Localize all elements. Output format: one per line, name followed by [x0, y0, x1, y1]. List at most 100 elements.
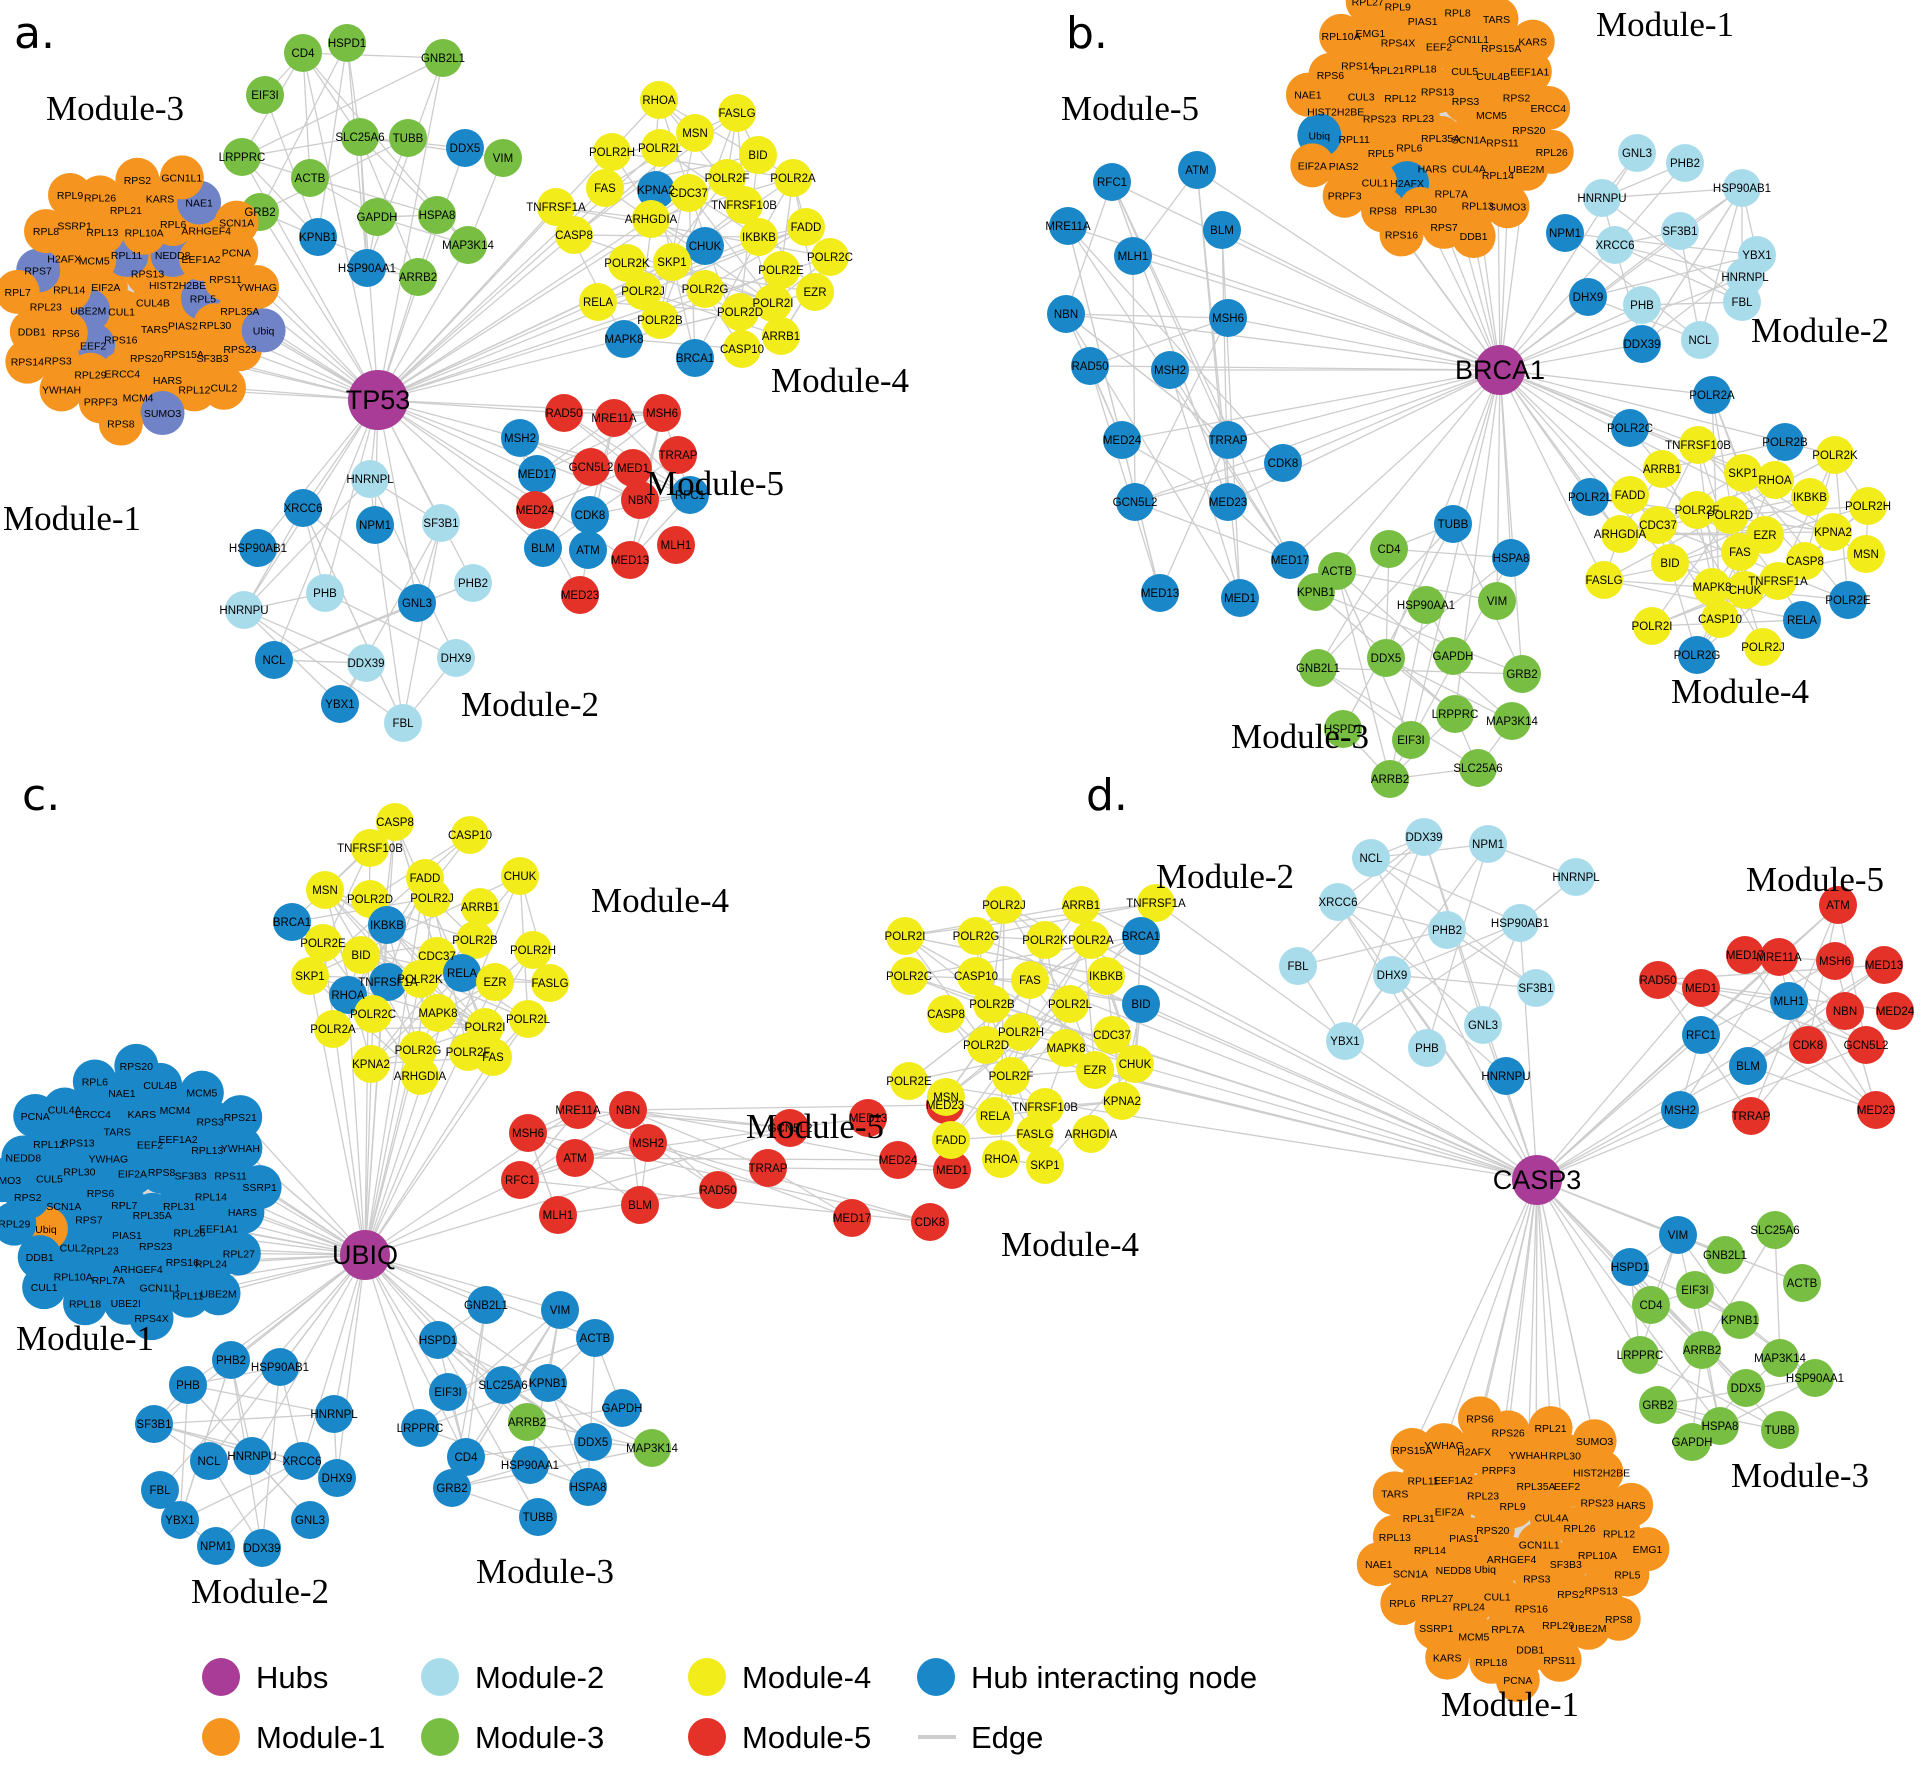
- network-node[interactable]: [369, 963, 407, 1001]
- network-node[interactable]: [216, 1231, 261, 1276]
- network-node[interactable]: [569, 1468, 607, 1506]
- network-node[interactable]: [1659, 1216, 1697, 1254]
- network-node[interactable]: [1766, 423, 1804, 461]
- hub-node[interactable]: [1512, 1155, 1562, 1205]
- network-node[interactable]: [1326, 1022, 1364, 1060]
- network-node[interactable]: [449, 226, 487, 264]
- network-node[interactable]: [1583, 179, 1621, 217]
- network-node[interactable]: [437, 639, 475, 677]
- network-node[interactable]: [640, 81, 678, 119]
- network-node[interactable]: [169, 1366, 207, 1404]
- network-node[interactable]: [501, 419, 539, 457]
- network-node[interactable]: [927, 1078, 965, 1116]
- network-node[interactable]: [1701, 600, 1739, 638]
- network-node[interactable]: [1299, 649, 1337, 687]
- network-node[interactable]: [424, 39, 462, 77]
- network-node[interactable]: [1469, 825, 1507, 863]
- network-node[interactable]: [509, 1000, 547, 1038]
- network-node[interactable]: [514, 931, 552, 969]
- network-node[interactable]: [529, 1364, 567, 1402]
- network-node[interactable]: [352, 1045, 390, 1083]
- network-node[interactable]: [1760, 938, 1798, 976]
- network-node[interactable]: [467, 1286, 505, 1324]
- network-node[interactable]: [774, 159, 812, 197]
- network-node[interactable]: [1264, 444, 1302, 482]
- network-node[interactable]: [879, 1141, 917, 1179]
- network-node[interactable]: [1297, 573, 1335, 611]
- network-node[interactable]: [890, 957, 928, 995]
- network-node[interactable]: [1103, 1082, 1141, 1120]
- network-node[interactable]: [351, 829, 389, 867]
- network-node[interactable]: [1623, 286, 1661, 324]
- network-node[interactable]: [1789, 1026, 1827, 1064]
- network-node[interactable]: [1537, 1637, 1582, 1682]
- network-node[interactable]: [1756, 461, 1794, 499]
- network-node[interactable]: [1643, 450, 1681, 488]
- network-node[interactable]: [632, 200, 670, 238]
- network-node[interactable]: [197, 1527, 235, 1565]
- network-node[interactable]: [1849, 487, 1887, 525]
- network-node[interactable]: [1352, 839, 1390, 877]
- network-node[interactable]: [422, 504, 460, 542]
- network-node[interactable]: [1693, 568, 1731, 606]
- network-node[interactable]: [484, 139, 522, 177]
- network-node[interactable]: [484, 1366, 522, 1404]
- network-node[interactable]: [321, 685, 359, 723]
- network-node[interactable]: [1392, 721, 1430, 759]
- network-node[interactable]: [621, 1186, 659, 1224]
- network-node[interactable]: [1408, 1029, 1446, 1067]
- network-node[interactable]: [1116, 1045, 1154, 1083]
- network-node[interactable]: [1569, 278, 1607, 316]
- network-node[interactable]: [1601, 515, 1639, 553]
- network-node[interactable]: [401, 1409, 439, 1447]
- network-node[interactable]: [1876, 992, 1914, 1030]
- network-node[interactable]: [739, 136, 777, 174]
- network-node[interactable]: [586, 169, 624, 207]
- network-node[interactable]: [1723, 169, 1761, 207]
- network-node[interactable]: [1209, 483, 1247, 521]
- network-node[interactable]: [261, 1348, 299, 1386]
- network-node[interactable]: [1847, 1026, 1885, 1064]
- network-node[interactable]: [762, 251, 800, 289]
- network-node[interactable]: [1623, 325, 1661, 363]
- network-node[interactable]: [670, 174, 708, 212]
- network-node[interactable]: [1221, 579, 1259, 617]
- network-node[interactable]: [114, 1043, 159, 1088]
- network-node[interactable]: [1666, 144, 1704, 182]
- network-node[interactable]: [1783, 1264, 1821, 1302]
- network-node[interactable]: [676, 339, 714, 377]
- network-node[interactable]: [454, 564, 492, 602]
- network-node[interactable]: [39, 367, 84, 412]
- network-node[interactable]: [1072, 1115, 1110, 1153]
- network-node[interactable]: [637, 171, 675, 209]
- network-node[interactable]: [643, 394, 681, 432]
- network-node[interactable]: [1678, 491, 1716, 529]
- network-node[interactable]: [541, 1291, 579, 1329]
- network-node[interactable]: [985, 886, 1023, 924]
- network-node[interactable]: [1727, 1369, 1765, 1407]
- network-node[interactable]: [1459, 749, 1497, 787]
- network-node[interactable]: [1425, 1635, 1470, 1680]
- network-node[interactable]: [237, 1165, 282, 1210]
- network-node[interactable]: [218, 1095, 263, 1140]
- network-node[interactable]: [1786, 542, 1824, 580]
- network-node[interactable]: [1487, 1057, 1525, 1095]
- hub-node[interactable]: [1475, 345, 1525, 395]
- network-node[interactable]: [342, 936, 380, 974]
- network-node[interactable]: [1122, 985, 1160, 1023]
- network-node[interactable]: [429, 1373, 467, 1411]
- network-node[interactable]: [1076, 1051, 1114, 1089]
- network-node[interactable]: [1596, 226, 1634, 264]
- network-node[interactable]: [976, 1097, 1014, 1135]
- network-node[interactable]: [641, 301, 679, 339]
- network-node[interactable]: [1051, 985, 1089, 1023]
- network-node[interactable]: [1345, 0, 1390, 24]
- network-node[interactable]: [671, 476, 709, 514]
- network-node[interactable]: [1279, 947, 1317, 985]
- network-node[interactable]: [1011, 961, 1049, 999]
- network-node[interactable]: [1819, 886, 1857, 924]
- network-node[interactable]: [341, 118, 379, 156]
- network-node[interactable]: [1633, 607, 1671, 645]
- network-node[interactable]: [545, 394, 583, 432]
- network-node[interactable]: [1857, 1091, 1895, 1129]
